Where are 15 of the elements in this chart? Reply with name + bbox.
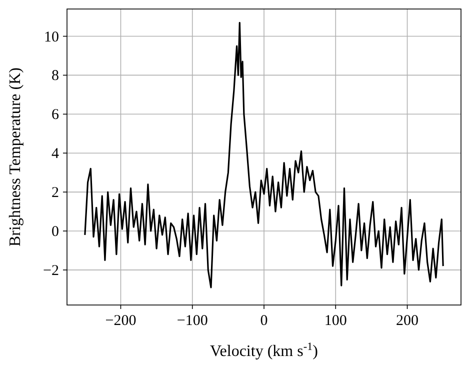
y-axis-title: Brightness Temperature (K) <box>7 68 24 246</box>
y-tick-label: 8 <box>52 68 59 84</box>
y-tick-label: −2 <box>43 262 59 279</box>
x-axis-title: Velocity (km s$^{-1}$) <box>210 341 318 360</box>
x-tick-label: 0 <box>260 313 268 329</box>
x-tick-label: 200 <box>396 313 419 329</box>
y-tick-label: 6 <box>52 107 60 124</box>
x-tick-label: −200 <box>105 313 136 329</box>
y-tick-label: 2 <box>52 185 59 202</box>
y-tick-label: 4 <box>52 146 60 162</box>
x-tick-label: −100 <box>176 313 208 329</box>
x-tick-label: 100 <box>324 313 347 329</box>
y-tick-label: 0 <box>52 224 59 240</box>
y-tick-label: 10 <box>44 29 59 46</box>
line-series <box>84 22 444 288</box>
